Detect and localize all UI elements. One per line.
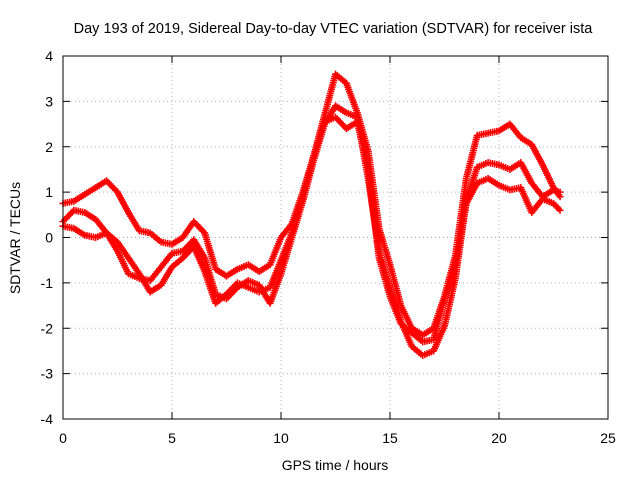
y-tick-label: 1 — [45, 184, 53, 200]
x-tick-label: 20 — [491, 430, 507, 446]
series-track-c — [59, 113, 564, 346]
x-axis-label: GPS time / hours — [282, 457, 389, 473]
axis-tick-labels: 0 5 10 15 20 25 -4 -3 -2 -1 0 1 2 3 4 — [41, 48, 616, 446]
y-tick-label: 2 — [45, 139, 53, 155]
data-points — [59, 70, 564, 359]
chart-title: Day 193 of 2019, Sidereal Day-to-day VTE… — [74, 21, 594, 37]
x-tick-label: 5 — [168, 430, 176, 446]
y-tick-label: 0 — [45, 230, 53, 246]
y-tick-label: -1 — [41, 275, 54, 291]
grid-lines — [63, 56, 608, 419]
y-tick-label: -4 — [41, 411, 54, 427]
y-tick-label: 4 — [45, 48, 53, 64]
x-tick-label: 25 — [600, 430, 616, 446]
data-point-marker — [556, 206, 564, 214]
x-tick-label: 15 — [382, 430, 398, 446]
y-tick-label: -3 — [41, 366, 54, 382]
axis-ticks — [62, 55, 609, 420]
x-tick-label: 10 — [273, 430, 289, 446]
data-point-marker — [556, 188, 564, 196]
y-tick-label: 3 — [45, 93, 53, 109]
y-axis-label: SDTVAR / TECUs — [7, 182, 23, 294]
x-tick-label: 0 — [59, 430, 67, 446]
y-tick-label: -2 — [41, 320, 54, 336]
